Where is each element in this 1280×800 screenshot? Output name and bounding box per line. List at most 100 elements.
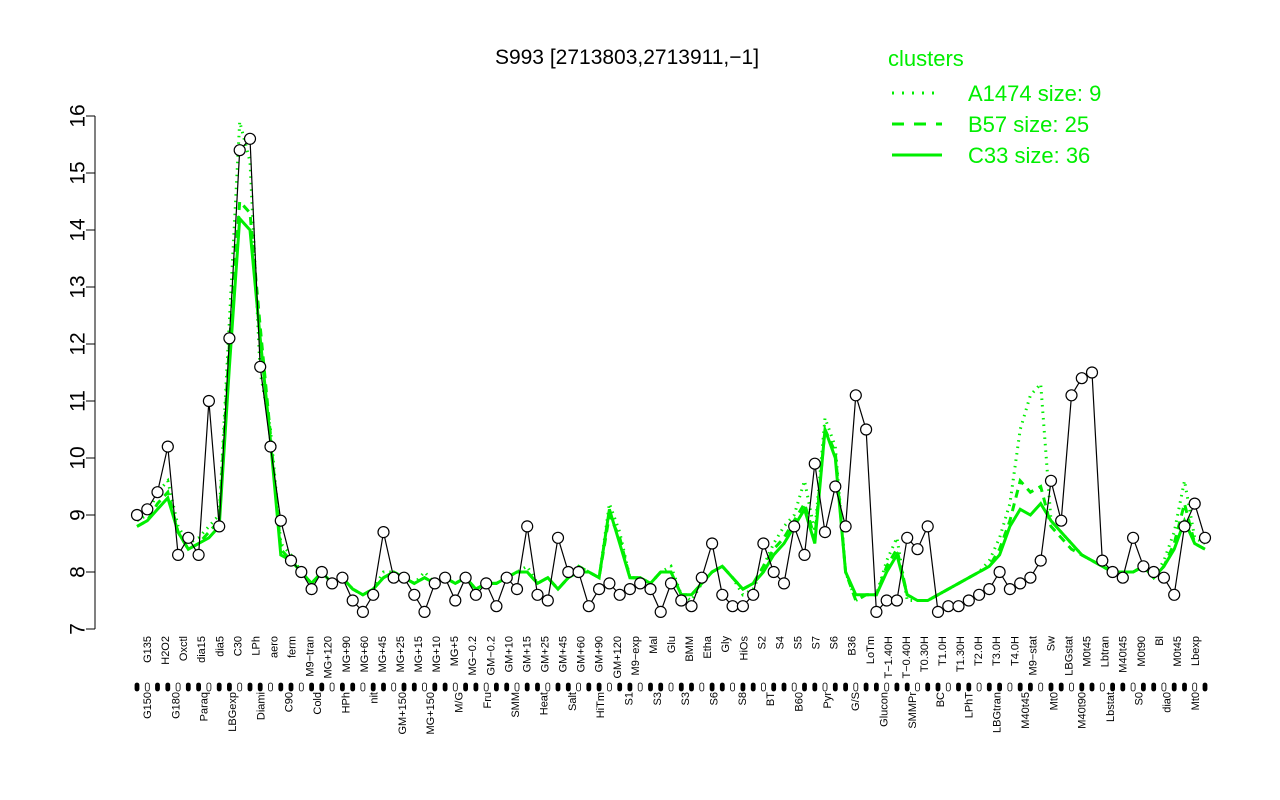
rug-marker bbox=[411, 682, 417, 692]
x-tick-label-top: H2O2 bbox=[160, 636, 172, 665]
x-tick-label-bottom: MG+150 bbox=[425, 692, 437, 735]
rug-marker bbox=[545, 682, 551, 692]
rug-marker bbox=[915, 682, 920, 692]
data-point bbox=[829, 480, 842, 493]
series-line-a1474 bbox=[136, 121, 1206, 603]
rug-marker bbox=[319, 682, 325, 692]
x-tick-label-bottom: Glucon bbox=[878, 692, 890, 727]
data-point bbox=[1044, 474, 1058, 487]
data-point bbox=[161, 440, 174, 453]
data-point bbox=[130, 508, 144, 522]
rug-marker bbox=[935, 682, 941, 692]
data-point bbox=[172, 548, 185, 562]
x-tick-label-bottom: SMM bbox=[510, 692, 522, 718]
data-point bbox=[1065, 389, 1078, 402]
rug-marker bbox=[730, 682, 735, 692]
rug-marker bbox=[822, 682, 828, 692]
data-point bbox=[747, 588, 760, 601]
series-points bbox=[130, 132, 1212, 619]
data-point bbox=[1085, 366, 1099, 379]
x-tick-label-top: BMM bbox=[684, 636, 696, 662]
rug-marker bbox=[504, 682, 510, 692]
rug-marker bbox=[206, 682, 212, 692]
data-point bbox=[808, 457, 821, 470]
rug-marker bbox=[853, 682, 859, 692]
rug-marker bbox=[843, 682, 848, 692]
data-point bbox=[1147, 565, 1160, 579]
x-tick-label-top: Lbtran bbox=[1100, 636, 1112, 667]
data-point bbox=[490, 600, 503, 613]
data-point bbox=[233, 144, 246, 157]
x-tick-label-bottom: LBGexp bbox=[227, 692, 239, 732]
rug-marker bbox=[699, 682, 705, 692]
data-point bbox=[1188, 497, 1201, 510]
x-tick-label-top: GM+25 bbox=[540, 636, 552, 672]
x-tick-label-bottom: C90 bbox=[284, 692, 296, 712]
x-tick-label-bottom: S3 bbox=[652, 692, 664, 705]
rug-marker bbox=[473, 682, 479, 692]
x-tick-label-top: MG−0.2 bbox=[467, 636, 479, 675]
x-tick-label-bottom: LPhT bbox=[963, 692, 975, 719]
y-tick-label: 7 bbox=[67, 623, 90, 635]
data-point bbox=[397, 571, 411, 584]
y-tick-label: 16 bbox=[67, 104, 90, 127]
data-point bbox=[644, 582, 657, 596]
y-ticks: 7 8 9 10 11 12 13 14 15 16 bbox=[67, 104, 95, 635]
data-point bbox=[582, 600, 595, 613]
x-tick-label-top: Mal bbox=[648, 636, 660, 654]
data-point bbox=[716, 588, 729, 601]
data-point bbox=[788, 520, 801, 533]
x-tick-label-bottom: HiTm bbox=[595, 692, 607, 718]
x-tick-label-top: S7 bbox=[811, 636, 823, 649]
x-tick-label-bottom: Fru bbox=[482, 692, 494, 709]
x-tick-label-top: MG+5 bbox=[449, 636, 461, 666]
rug-marker bbox=[1048, 682, 1054, 692]
x-tick-label-top: dia15 bbox=[196, 636, 208, 663]
x-tick-label-bottom: SMMPr bbox=[907, 692, 919, 729]
legend: clusters A1474 size: 9 B57 size: 25 C33 … bbox=[888, 46, 1101, 168]
data-point bbox=[685, 600, 698, 613]
rug-marker bbox=[925, 682, 931, 692]
data-point bbox=[972, 588, 986, 601]
rug-marker bbox=[966, 682, 972, 692]
data-point bbox=[356, 605, 369, 619]
x-tick-label-top: GM−0.2 bbox=[485, 636, 497, 675]
chart-title: S993 [2713803,2713911,−1] bbox=[495, 46, 759, 69]
data-point bbox=[500, 571, 513, 584]
data-point bbox=[1055, 514, 1068, 527]
x-tick-label-top: T3.0H bbox=[991, 636, 1003, 666]
x-tick-label-top: M0t90 bbox=[1136, 636, 1148, 667]
x-tick-label-bottom: Paraq bbox=[199, 692, 211, 721]
rug-marker bbox=[1089, 682, 1095, 692]
data-point bbox=[480, 577, 493, 590]
rug-marker bbox=[678, 682, 684, 692]
data-point bbox=[603, 577, 616, 590]
y-tick-label: 10 bbox=[67, 446, 90, 469]
x-tick-label-top: MG+10 bbox=[431, 636, 443, 672]
data-point bbox=[141, 503, 154, 516]
y-tick-label: 14 bbox=[67, 218, 90, 242]
y-tick-label: 9 bbox=[67, 509, 90, 521]
x-tick-label-top: S2 bbox=[756, 636, 768, 649]
x-tick-label-top: MG+45 bbox=[377, 636, 389, 672]
data-point bbox=[1096, 554, 1109, 567]
rug-marker bbox=[555, 682, 561, 692]
data-point bbox=[521, 520, 534, 533]
rug-marker bbox=[483, 682, 489, 692]
x-tick-label-top: aero bbox=[269, 636, 281, 658]
x-tick-label-bottom: BT bbox=[765, 692, 777, 706]
data-point bbox=[675, 594, 688, 607]
x-tick-label-bottom: M40t45 bbox=[1020, 692, 1032, 729]
data-point bbox=[469, 588, 482, 601]
rug-marker bbox=[771, 682, 777, 692]
rug-marker bbox=[463, 682, 469, 692]
rug-marker bbox=[309, 682, 315, 692]
rug-marker bbox=[576, 682, 581, 692]
data-point bbox=[757, 537, 770, 550]
x-tick-label-top: LPh bbox=[250, 636, 262, 656]
data-point bbox=[777, 577, 791, 590]
data-point bbox=[1014, 577, 1027, 590]
data-point bbox=[962, 594, 975, 607]
data-point bbox=[1024, 571, 1037, 584]
legend-entry-c33: C33 size: 36 bbox=[968, 143, 1090, 168]
